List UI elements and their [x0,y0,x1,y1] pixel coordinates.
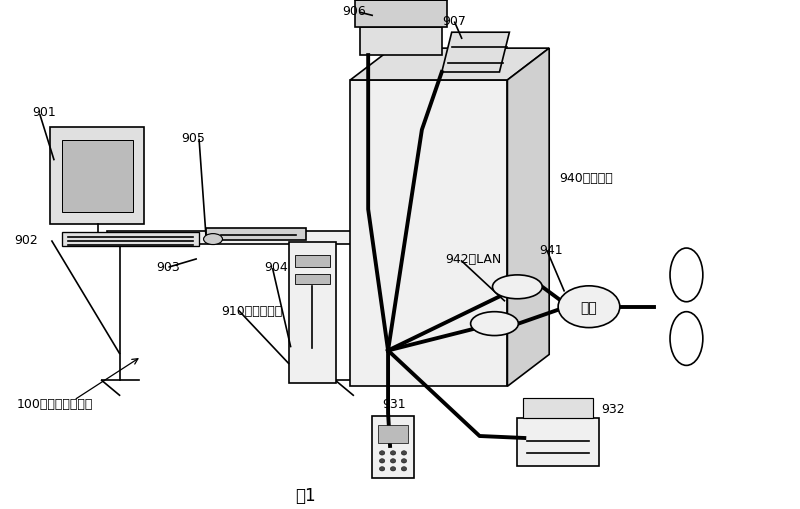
Ellipse shape [402,459,406,463]
Polygon shape [106,232,355,244]
Polygon shape [206,229,306,241]
Text: 903: 903 [156,261,180,274]
Ellipse shape [390,459,396,463]
Ellipse shape [379,451,385,455]
Text: 910：系统单元: 910：系统单元 [221,304,282,318]
Text: 网关: 网关 [581,300,598,314]
Ellipse shape [203,234,222,245]
Text: 931: 931 [382,397,406,410]
Polygon shape [378,425,408,443]
Text: 932: 932 [601,402,625,415]
Text: 941: 941 [539,243,563,256]
Polygon shape [350,49,549,81]
Ellipse shape [379,467,385,471]
Polygon shape [346,0,457,2]
Ellipse shape [390,467,396,471]
Polygon shape [294,274,330,285]
Polygon shape [289,243,336,384]
Polygon shape [507,49,549,386]
Text: 图1: 图1 [295,486,316,504]
Text: 942：LAN: 942：LAN [445,253,501,266]
Text: 907: 907 [442,15,466,27]
Polygon shape [294,256,330,267]
Polygon shape [50,127,144,224]
Text: 906: 906 [342,5,366,18]
Text: 905: 905 [181,132,205,145]
Polygon shape [62,140,134,213]
Text: 904: 904 [265,261,289,274]
Polygon shape [355,2,446,28]
Text: 902: 902 [14,233,38,246]
Polygon shape [372,416,414,478]
Polygon shape [350,81,507,386]
Text: 940：因特网: 940：因特网 [559,172,613,185]
Ellipse shape [390,451,396,455]
Polygon shape [442,33,510,73]
Ellipse shape [402,467,406,471]
Ellipse shape [558,286,620,328]
Text: 901: 901 [32,106,56,119]
Ellipse shape [493,275,542,299]
Polygon shape [360,28,442,56]
Polygon shape [523,399,593,418]
Ellipse shape [379,459,385,463]
Ellipse shape [402,451,406,455]
Ellipse shape [470,312,518,336]
Text: 100：数据变换装置: 100：数据变换装置 [17,397,94,410]
Polygon shape [62,233,199,246]
Polygon shape [518,418,599,466]
